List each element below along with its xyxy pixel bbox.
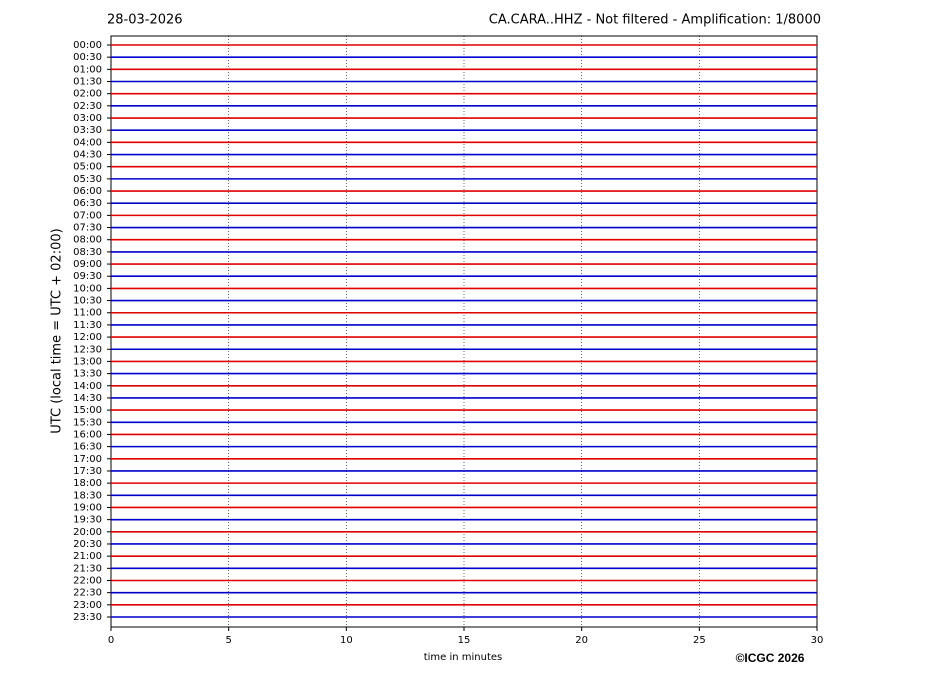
y-tick-label: 19:00 bbox=[73, 502, 102, 513]
y-tick-label: 08:30 bbox=[73, 247, 102, 258]
y-tick-label: 13:00 bbox=[73, 356, 102, 367]
y-tick-label: 10:00 bbox=[73, 283, 102, 294]
y-tick-label: 12:30 bbox=[73, 344, 102, 355]
y-tick-label: 21:30 bbox=[73, 563, 102, 574]
x-tick-label: 5 bbox=[225, 635, 231, 646]
y-tick-label: 06:30 bbox=[73, 198, 102, 209]
y-axis-label: UTC (local time = UTC + 02:00) bbox=[50, 228, 65, 433]
y-tick-label: 16:30 bbox=[73, 442, 102, 453]
x-tick-label: 10 bbox=[340, 635, 353, 646]
y-tick-label: 11:00 bbox=[73, 308, 102, 319]
y-tick-label: 05:00 bbox=[73, 162, 102, 173]
y-tick-label: 07:30 bbox=[73, 223, 102, 234]
y-tick-label: 12:00 bbox=[73, 332, 102, 343]
y-tick-label: 20:30 bbox=[73, 539, 102, 550]
y-tick-label: 19:30 bbox=[73, 515, 102, 526]
y-tick-label: 11:30 bbox=[73, 320, 102, 331]
y-tick-label: 20:00 bbox=[73, 527, 102, 538]
y-tick-label: 07:00 bbox=[73, 210, 102, 221]
y-tick-label: 00:00 bbox=[73, 40, 102, 51]
y-tick-label: 21:00 bbox=[73, 551, 102, 562]
y-tick-label: 05:30 bbox=[73, 174, 102, 185]
y-tick-label: 17:30 bbox=[73, 466, 102, 477]
y-tick-label: 03:30 bbox=[73, 125, 102, 136]
y-tick-label: 08:00 bbox=[73, 235, 102, 246]
chart-date: 28-03-2026 bbox=[107, 13, 183, 28]
y-tick-label: 01:00 bbox=[73, 64, 102, 75]
y-tick-label: 04:30 bbox=[73, 150, 102, 161]
y-tick-label: 02:30 bbox=[73, 101, 102, 112]
chart-title: CA.CARA..HHZ - Not filtered - Amplificat… bbox=[489, 13, 821, 28]
y-tick-label: 14:00 bbox=[73, 381, 102, 392]
y-tick-label: 10:30 bbox=[73, 296, 102, 307]
y-tick-label: 00:30 bbox=[73, 52, 102, 63]
plot-frame bbox=[110, 35, 818, 628]
y-tick-label: 01:30 bbox=[73, 77, 102, 88]
x-tick-label: 25 bbox=[693, 635, 706, 646]
y-tick-label: 09:00 bbox=[73, 259, 102, 270]
y-tick-label: 04:00 bbox=[73, 137, 102, 148]
x-tick-label: 15 bbox=[458, 635, 471, 646]
y-tick-label: 23:00 bbox=[73, 600, 102, 611]
y-tick-label: 15:00 bbox=[73, 405, 102, 416]
y-tick-label: 13:30 bbox=[73, 369, 102, 380]
y-tick-label: 18:30 bbox=[73, 490, 102, 501]
y-tick-label: 02:00 bbox=[73, 89, 102, 100]
y-tick-label: 17:00 bbox=[73, 454, 102, 465]
x-axis-label: time in minutes bbox=[424, 652, 503, 663]
y-tick-label: 15:30 bbox=[73, 417, 102, 428]
y-tick-label: 22:00 bbox=[73, 575, 102, 586]
x-tick-label: 0 bbox=[108, 635, 114, 646]
y-tick-label: 06:00 bbox=[73, 186, 102, 197]
y-tick-label: 18:00 bbox=[73, 478, 102, 489]
y-tick-label: 23:30 bbox=[73, 612, 102, 623]
x-tick-label: 30 bbox=[811, 635, 824, 646]
y-tick-label: 16:00 bbox=[73, 429, 102, 440]
y-tick-label: 09:30 bbox=[73, 271, 102, 282]
x-tick-label: 20 bbox=[575, 635, 588, 646]
credit: ©ICGC 2026 bbox=[736, 651, 805, 665]
y-tick-label: 22:30 bbox=[73, 588, 102, 599]
y-tick-label: 03:00 bbox=[73, 113, 102, 124]
y-tick-label: 14:30 bbox=[73, 393, 102, 404]
